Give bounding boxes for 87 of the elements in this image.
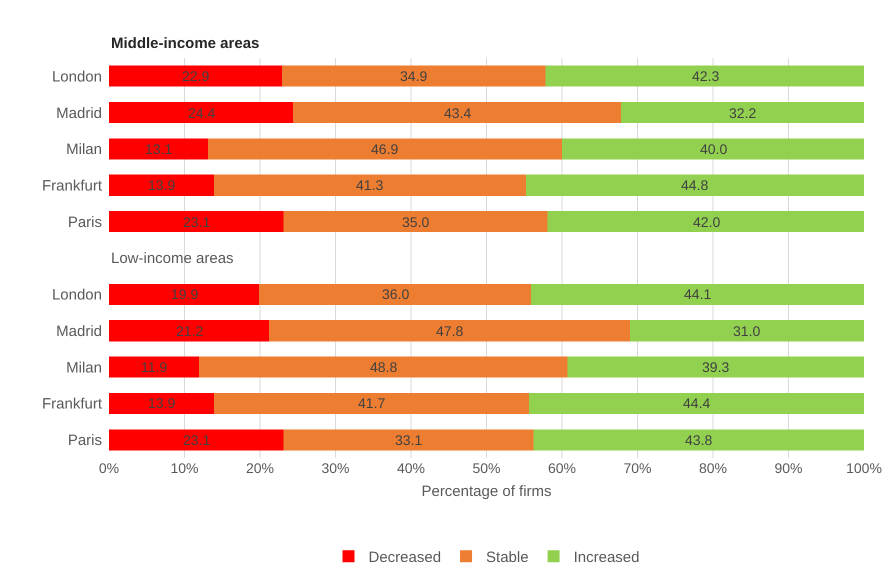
legend-label: Decreased	[368, 549, 442, 566]
data-label: 40.0	[700, 141, 728, 157]
bar	[109, 356, 199, 378]
data-label: 22.9	[182, 68, 210, 84]
x-tick-label: 100%	[846, 460, 882, 476]
bar	[109, 429, 284, 450]
data-label: 44.4	[683, 395, 710, 411]
bar	[533, 429, 864, 450]
x-tick-label: 40%	[396, 460, 426, 476]
data-label: 43.4	[444, 105, 472, 121]
x-tick-label: 90%	[774, 460, 803, 476]
x-tick-label: 30%	[321, 460, 350, 476]
data-label: 24.4	[188, 105, 216, 121]
bar	[528, 392, 864, 414]
bar	[283, 211, 548, 232]
x-tick-label: 10%	[170, 460, 199, 476]
x-axis-title: Percentage of firms	[421, 483, 552, 500]
bar	[198, 356, 568, 378]
data-label: 23.1	[183, 432, 210, 448]
x-tick-label: 50%	[472, 460, 501, 476]
bar	[567, 356, 864, 378]
y-tick-label: Madrid	[56, 322, 102, 340]
bar	[109, 211, 284, 232]
bar	[109, 392, 214, 414]
bar	[109, 66, 282, 87]
bar	[109, 102, 294, 124]
text: Middle-income areas	[111, 35, 260, 52]
x-tick-label: 80%	[698, 460, 728, 476]
y-tick-label: Paris	[68, 432, 102, 450]
bar	[548, 211, 864, 232]
data-label: 31.0	[733, 323, 760, 339]
x-tick-label: 70%	[623, 460, 652, 476]
data-label: 21.2	[176, 323, 204, 339]
data-label: 35.0	[402, 214, 430, 230]
bar	[259, 284, 532, 305]
bar	[282, 66, 546, 87]
y-tick-label: London	[52, 68, 102, 86]
data-label: 41.3	[356, 177, 384, 193]
bar	[630, 320, 864, 342]
data-label: 13.9	[148, 177, 176, 193]
y-tick-label: Paris	[68, 214, 102, 231]
bar	[531, 284, 864, 305]
data-label: 19.9	[171, 286, 198, 302]
bar	[109, 320, 270, 342]
y-tick-label: London	[52, 286, 102, 304]
data-label: 11.9	[141, 359, 168, 375]
data-label: 32.2	[729, 105, 756, 121]
bar	[269, 320, 630, 342]
y-tick-label: Milan	[66, 141, 102, 158]
bar	[109, 174, 214, 196]
data-label: 46.9	[371, 141, 398, 157]
bar	[562, 138, 864, 160]
bar	[214, 174, 526, 196]
bar	[293, 102, 621, 124]
x-tick-label: 60%	[548, 460, 576, 476]
data-label: 43.8	[685, 432, 712, 448]
data-label: 44.1	[684, 286, 712, 302]
legend-label: Increased	[574, 549, 640, 566]
data-label: 47.8	[436, 323, 464, 339]
data-label: 42.3	[692, 68, 720, 84]
data-label: 41.7	[358, 395, 386, 411]
data-label: 13.9	[148, 395, 176, 411]
data-label: 23.1	[183, 214, 210, 230]
bar	[283, 429, 534, 450]
bar	[208, 138, 562, 160]
data-label: 36.0	[382, 286, 410, 302]
y-tick-label: Frankfurt	[42, 396, 103, 413]
bar	[620, 102, 864, 124]
data-label: 44.8	[681, 177, 708, 193]
y-tick-label: Madrid	[56, 104, 102, 122]
annotation: Low-income areas	[111, 250, 234, 267]
y-tick-label: Frankfurt	[42, 178, 103, 195]
bar	[109, 138, 208, 160]
x-tick-label: 20%	[246, 460, 274, 476]
data-label: 42.0	[693, 214, 720, 230]
data-label: 48.8	[370, 359, 398, 375]
data-label: 39.3	[702, 359, 730, 375]
data-label: 33.1	[395, 432, 422, 448]
bar	[526, 174, 864, 196]
x-tick-label: 0%	[98, 460, 120, 476]
y-tick-label: Milan	[66, 359, 102, 376]
legend-label: Stable	[486, 549, 529, 566]
data-label: 34.9	[400, 68, 428, 84]
bar	[109, 284, 260, 305]
bar	[214, 392, 529, 414]
bar	[545, 66, 864, 87]
data-label: 13.1	[145, 141, 172, 157]
